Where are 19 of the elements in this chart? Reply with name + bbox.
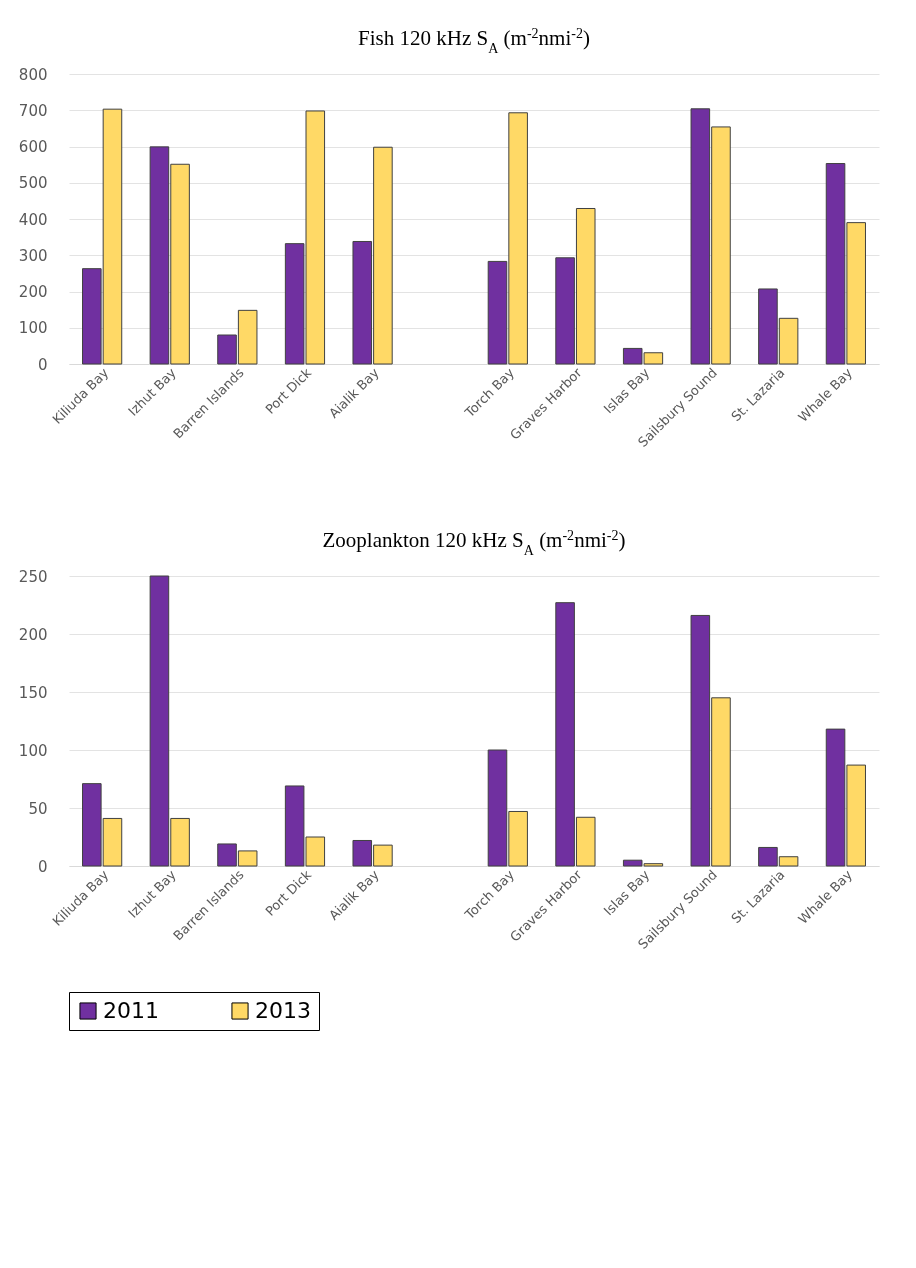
y-tick-label: 50 bbox=[28, 799, 48, 818]
y-tick-label: 100 bbox=[18, 319, 48, 338]
y-tick-label: 300 bbox=[18, 246, 48, 265]
y-tick-label: 250 bbox=[18, 567, 48, 586]
y-tick-label: 100 bbox=[18, 741, 48, 760]
legend-label: 2011 bbox=[103, 998, 159, 1023]
y-tick-label: 800 bbox=[18, 65, 48, 84]
y-tick-label: 500 bbox=[18, 174, 48, 193]
y-tick-label: 0 bbox=[37, 355, 48, 374]
legend-label: 2013 bbox=[255, 998, 311, 1023]
y-tick-label: 600 bbox=[18, 138, 48, 156]
y-tick-label: 400 bbox=[18, 210, 48, 229]
y-tick-label: 150 bbox=[18, 683, 48, 702]
y-tick-label: 200 bbox=[18, 625, 48, 644]
y-tick-label: 0 bbox=[37, 857, 48, 876]
y-tick-label: 200 bbox=[18, 283, 48, 301]
chart-title: Fish 120 kHz S$_{A}$ (m$^{-2}$nmi$^{-2}$) bbox=[358, 25, 590, 56]
chart-title: Zooplankton 120 kHz S$_{A}$ (m$^{-2}$nmi$^{-2}$) bbox=[322, 527, 626, 558]
y-tick-label: 700 bbox=[18, 101, 48, 120]
